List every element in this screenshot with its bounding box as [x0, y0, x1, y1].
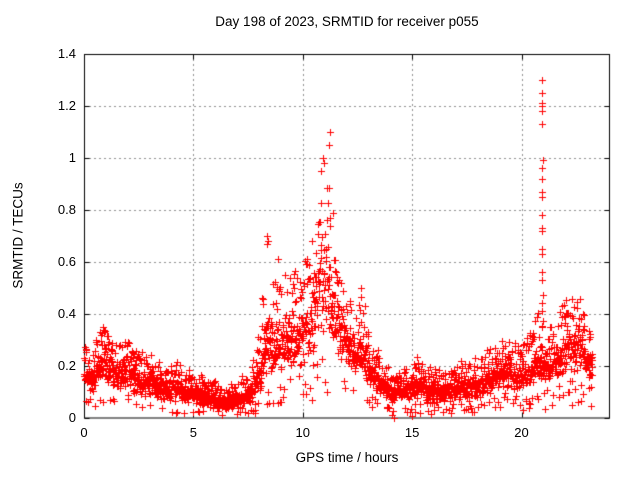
x-tick-label: 0 [80, 424, 88, 440]
x-tick-label: 20 [514, 424, 529, 440]
x-tick-label: 10 [295, 424, 310, 440]
chart-title: Day 198 of 2023, SRMTID for receiver p05… [215, 14, 479, 29]
y-tick-label: 1 [68, 149, 76, 165]
y-tick-label: 0.8 [57, 201, 76, 217]
x-tick-label: 5 [189, 424, 197, 440]
y-tick-label: 0.6 [57, 253, 76, 269]
y-axis-label: SRMTID / TECUs [10, 182, 26, 289]
y-tick-label: 1.2 [57, 97, 76, 113]
y-tick-label: 0.2 [57, 357, 76, 373]
y-tick-label: 0 [68, 409, 76, 425]
x-tick-label: 15 [404, 424, 420, 440]
y-tick-label: 0.4 [57, 305, 76, 321]
x-axis-label: GPS time / hours [295, 450, 399, 465]
y-tick-label: 1.4 [57, 46, 76, 61]
